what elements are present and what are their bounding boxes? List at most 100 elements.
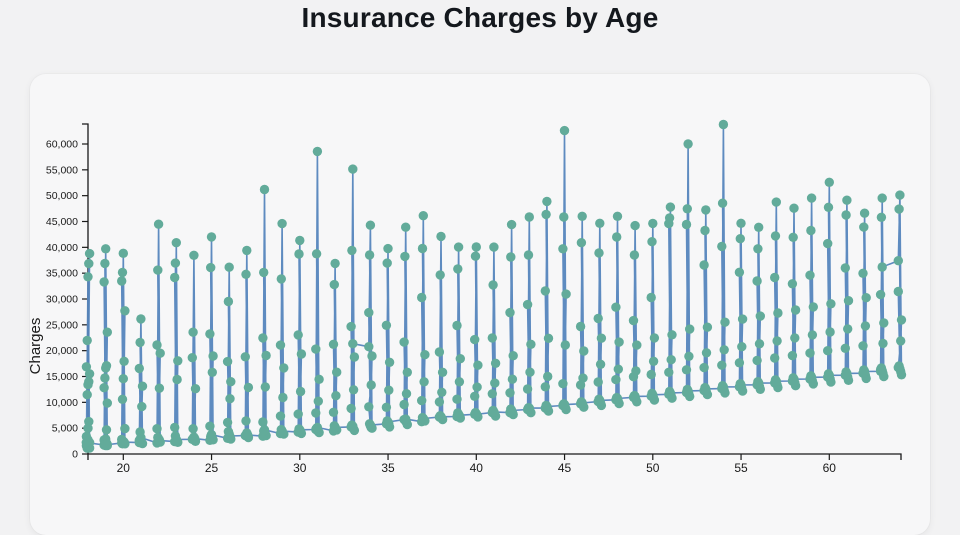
data-point	[471, 242, 481, 252]
data-point	[489, 407, 499, 417]
data-point	[823, 238, 833, 249]
data-point	[102, 398, 113, 408]
data-point	[579, 346, 589, 356]
data-point	[823, 346, 833, 356]
data-point	[734, 358, 745, 368]
data-point	[717, 360, 727, 370]
data-point	[577, 398, 587, 408]
x-tick-label: 20	[117, 461, 131, 475]
data-point	[152, 340, 162, 350]
data-point	[632, 340, 642, 350]
data-point	[382, 258, 392, 268]
data-point	[453, 264, 463, 274]
data-point	[434, 397, 445, 407]
data-point	[364, 342, 374, 352]
data-point	[153, 219, 164, 229]
data-point	[542, 401, 552, 412]
data-point	[278, 392, 288, 403]
data-point	[736, 380, 746, 390]
data-point	[435, 270, 445, 280]
data-point	[787, 350, 798, 361]
data-point	[540, 286, 550, 296]
data-point	[453, 242, 464, 252]
data-point	[613, 364, 623, 374]
data-point	[224, 262, 234, 272]
data-point	[858, 268, 868, 278]
data-point	[752, 276, 762, 286]
axes: 0 5,000 10,000 15,000 20,000 25,000 30,000 35,0…	[46, 123, 902, 475]
data-point	[452, 394, 462, 404]
data-point	[259, 425, 270, 435]
data-point	[576, 238, 587, 248]
data-point	[401, 222, 411, 232]
data-point	[699, 260, 709, 270]
data-point	[753, 244, 763, 254]
data-point	[593, 313, 603, 324]
data-point	[843, 296, 854, 306]
data-point	[894, 204, 904, 214]
data-point	[206, 262, 216, 273]
data-point	[472, 382, 482, 392]
data-point	[649, 333, 660, 343]
data-point	[684, 351, 694, 361]
data-point	[805, 270, 815, 280]
data-point	[226, 377, 236, 387]
data-point	[630, 391, 640, 402]
data-point	[664, 367, 674, 377]
data-point	[807, 330, 818, 340]
data-point	[877, 262, 887, 272]
data-point	[877, 193, 887, 203]
chart-title: Insurance Charges by Age	[301, 2, 659, 33]
data-point	[470, 251, 481, 261]
data-point	[859, 366, 870, 377]
y-tick-label: 60,000	[46, 139, 78, 151]
data-point	[699, 362, 709, 373]
data-point	[595, 395, 605, 406]
data-point	[277, 426, 287, 436]
data-point	[259, 184, 270, 195]
data-point	[137, 381, 148, 391]
data-point	[893, 286, 903, 297]
data-point	[596, 333, 607, 343]
data-point	[860, 321, 871, 331]
data-point	[347, 245, 357, 256]
data-point	[771, 197, 781, 207]
x-tick-label: 50	[646, 461, 660, 475]
data-point	[295, 386, 306, 397]
data-point	[893, 256, 903, 266]
data-point	[117, 276, 127, 286]
data-point	[612, 211, 623, 221]
data-point	[665, 202, 676, 212]
data-point	[470, 391, 480, 401]
data-point	[205, 421, 215, 431]
data-point	[559, 399, 570, 410]
data-point	[260, 382, 270, 392]
data-point	[293, 330, 303, 340]
data-point	[243, 430, 253, 440]
data-point	[718, 382, 729, 392]
data-point	[505, 388, 515, 398]
data-point	[277, 218, 287, 229]
data-point	[153, 265, 163, 275]
data-point	[735, 234, 745, 244]
data-point	[875, 289, 886, 300]
data-point	[276, 274, 286, 284]
data-point	[418, 413, 428, 424]
x-tick-label: 60	[823, 461, 837, 475]
data-point	[806, 225, 816, 236]
data-point	[134, 363, 144, 374]
data-point	[188, 327, 198, 337]
data-point	[84, 416, 94, 427]
data-point	[190, 384, 201, 394]
data-point	[542, 196, 552, 207]
data-point	[681, 365, 692, 375]
data-point	[101, 425, 112, 435]
data-point	[364, 402, 374, 412]
data-point	[99, 277, 109, 287]
data-point	[225, 394, 235, 404]
data-point	[399, 337, 409, 347]
data-point	[82, 335, 92, 346]
data-point	[647, 237, 657, 247]
data-point	[258, 417, 268, 427]
y-tick-label: 40,000	[46, 242, 78, 254]
